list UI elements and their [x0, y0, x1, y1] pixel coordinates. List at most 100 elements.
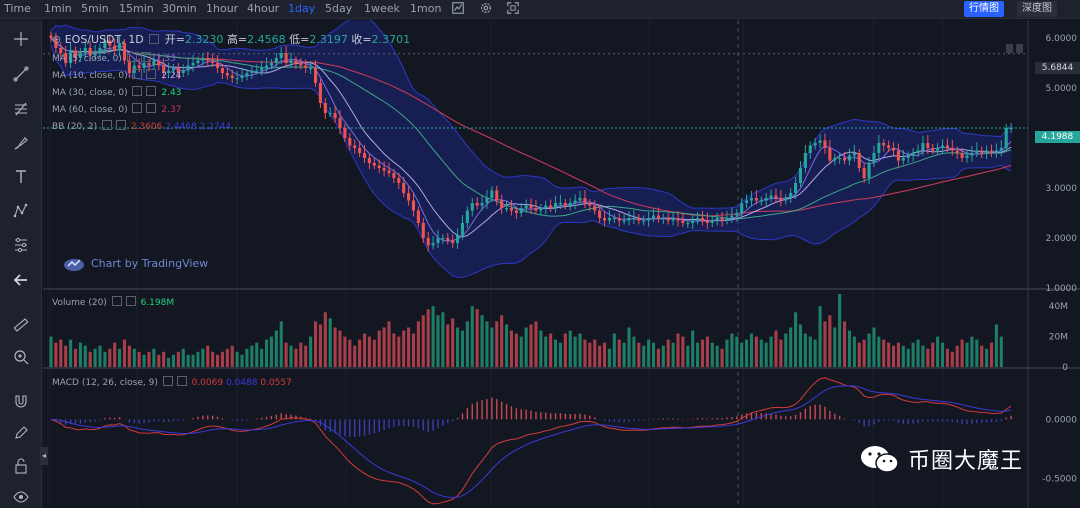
ma5-close-icon[interactable]	[140, 52, 151, 62]
draw-lock-pencil-icon[interactable]	[8, 422, 34, 444]
volume-bar	[353, 345, 357, 367]
chart-type-icon[interactable]	[450, 1, 466, 17]
volume-bar	[362, 333, 367, 367]
volume-bar	[779, 339, 783, 367]
tf-time[interactable]: Time	[4, 2, 31, 15]
settings-gear-icon[interactable]	[478, 1, 494, 17]
ruler-icon[interactable]	[8, 314, 34, 336]
tf-5day[interactable]: 5day	[325, 2, 353, 15]
candle-body	[813, 143, 817, 146]
market-chart-button[interactable]: 行情图	[964, 1, 1004, 17]
back-arrow-icon[interactable]	[8, 269, 34, 291]
fullscreen-icon[interactable]	[505, 1, 521, 17]
volume-bar	[309, 336, 313, 367]
fib-tool-icon[interactable]	[8, 98, 34, 120]
candle-body	[299, 63, 303, 66]
volume-bar	[235, 351, 239, 367]
volume-bar	[838, 294, 842, 367]
candle-body	[382, 168, 386, 171]
candle-body	[171, 68, 176, 71]
legend-settings-icon[interactable]	[149, 34, 160, 44]
volume-tick: 20M	[1049, 333, 1068, 343]
bb-close-icon[interactable]	[116, 120, 127, 130]
ma60-close-icon[interactable]	[146, 103, 157, 113]
trend-line-icon[interactable]	[8, 63, 34, 85]
volume-bar	[901, 345, 905, 367]
volume-bar	[480, 315, 484, 367]
volume-bar	[127, 345, 131, 367]
candle-body	[583, 198, 587, 203]
tf-5min[interactable]: 5min	[81, 2, 109, 15]
tf-4hour[interactable]: 4hour	[247, 2, 280, 15]
ma10-settings-icon[interactable]	[132, 69, 143, 79]
candle-body	[681, 220, 685, 223]
candle-body	[323, 103, 327, 113]
volume-bar	[245, 348, 249, 367]
macd-settings-icon[interactable]	[162, 376, 173, 386]
crosshair-icon[interactable]	[8, 28, 34, 50]
tf-1min[interactable]: 1min	[44, 2, 72, 15]
candle-body	[720, 218, 724, 221]
magnet-icon[interactable]	[8, 390, 34, 412]
tf-15min[interactable]: 15min	[119, 2, 154, 15]
candle-body	[544, 205, 548, 208]
volume-bar	[749, 333, 754, 367]
candle-body	[847, 155, 852, 161]
prediction-tool-icon[interactable]	[8, 234, 34, 256]
eye-icon[interactable]	[8, 486, 34, 508]
legend-volume: Volume (20) 6.198M	[52, 296, 175, 308]
candle-body	[803, 153, 807, 168]
macd-close-icon[interactable]	[176, 376, 187, 386]
candle-body	[64, 53, 68, 63]
volume-bar	[69, 339, 73, 367]
tf-1hour[interactable]: 1hour	[206, 2, 239, 15]
candle-body	[201, 58, 205, 61]
tf-1day[interactable]: 1day	[288, 2, 316, 15]
volume-bar	[402, 330, 406, 367]
lock-icon[interactable]	[8, 455, 34, 477]
brush-icon[interactable]	[8, 132, 34, 154]
ma60-settings-icon[interactable]	[132, 103, 143, 113]
depth-chart-button[interactable]: 深度图	[1017, 1, 1057, 17]
volume-close-icon[interactable]	[125, 296, 136, 306]
bb-settings-icon[interactable]	[102, 120, 113, 130]
volume-bar	[681, 336, 685, 367]
ma30-close-icon[interactable]	[146, 86, 157, 96]
bb-value-3: 2.2744	[199, 122, 232, 132]
tradingview-watermark[interactable]: Chart by TradingView	[62, 255, 208, 271]
tf-30min[interactable]: 30min	[162, 2, 197, 15]
volume-bar	[906, 348, 910, 367]
volume-bar	[83, 345, 87, 367]
candle-body	[289, 60, 293, 63]
low-value: 2.3197	[309, 33, 348, 46]
volume-bar	[181, 348, 185, 367]
candle-body	[358, 148, 362, 153]
text-tool-icon[interactable]	[8, 166, 34, 188]
volume-bar	[196, 351, 200, 367]
volume-bar	[426, 309, 430, 367]
volume-bar	[118, 348, 122, 367]
chart-area[interactable]: 6.00005.00004.00003.00002.00001.000040M2…	[43, 20, 1080, 508]
collapse-legend-icon[interactable]: ⊝	[52, 33, 62, 46]
tf-1mon[interactable]: 1mon	[410, 2, 442, 15]
volume-bar	[475, 309, 479, 367]
ma30-settings-icon[interactable]	[132, 86, 143, 96]
volume-settings-icon[interactable]	[111, 296, 122, 306]
candle-body	[980, 150, 984, 153]
candle-body	[73, 50, 78, 58]
ma60-value: 2.37	[161, 105, 182, 115]
candle-body	[818, 140, 822, 143]
tf-1week[interactable]: 1week	[364, 2, 400, 15]
pattern-tool-icon[interactable]	[8, 200, 34, 222]
macd-value-2: 0.0488	[225, 378, 258, 388]
volume-bar	[622, 342, 626, 367]
collapse-toolbar-arrow[interactable]: ◂	[40, 447, 48, 465]
zoom-in-icon[interactable]	[8, 346, 34, 368]
candle-body	[407, 193, 411, 201]
ma5-settings-icon[interactable]	[126, 52, 137, 62]
volume-bar	[637, 342, 641, 367]
ma10-close-icon[interactable]	[146, 69, 157, 79]
candle-body	[955, 150, 959, 153]
candle-body	[632, 218, 636, 220]
volume-bar	[176, 351, 180, 367]
